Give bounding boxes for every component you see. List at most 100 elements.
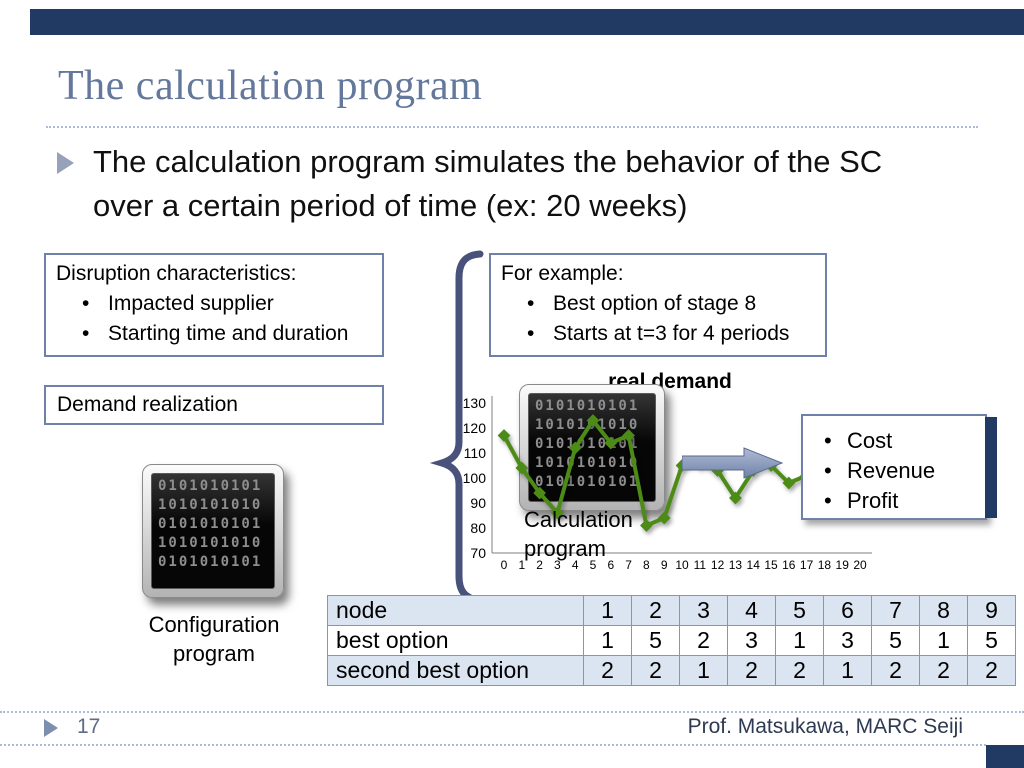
- table-row-label: node: [327, 595, 584, 626]
- table-cell: 9: [967, 595, 1016, 626]
- binary-line: 1010101010: [158, 535, 263, 551]
- table-row-label: second best option: [327, 655, 584, 686]
- svg-text:120: 120: [463, 420, 487, 436]
- svg-text:130: 130: [463, 395, 487, 411]
- binary-line: 1010101010: [535, 455, 640, 471]
- bullet-arrow-icon: [57, 152, 74, 174]
- svg-text:6: 6: [607, 558, 614, 572]
- svg-text:2: 2: [536, 558, 543, 572]
- binary-screen: 0101010101 1010101010 0101010101 1010101010…: [528, 393, 656, 502]
- svg-text:8: 8: [643, 558, 650, 572]
- footer-arrow-icon: [44, 719, 58, 737]
- table-cell: 3: [679, 595, 728, 626]
- table-cell: 2: [631, 655, 680, 686]
- bullet-line: over a certain period of time (ex: 20 we…: [93, 188, 688, 223]
- table-cell: 1: [583, 625, 632, 656]
- table-cell: 1: [775, 625, 824, 656]
- example-box: For example: Best option of stage 8 Star…: [489, 253, 827, 357]
- configuration-program-icon: 0101010101 1010101010 0101010101 1010101010…: [142, 464, 284, 598]
- flow-arrow-icon: [682, 447, 784, 479]
- binary-line: 0101010101: [158, 516, 263, 532]
- table-cell: 1: [823, 655, 872, 686]
- configuration-program-label: Configuration program: [148, 612, 280, 666]
- table-cell: 8: [919, 595, 968, 626]
- svg-text:12: 12: [711, 558, 725, 572]
- output-item: Cost: [803, 426, 985, 456]
- svg-text:19: 19: [836, 558, 850, 572]
- table-row-label: best option: [327, 625, 584, 656]
- table-row: second best option 2 2 1 2 2 1 2 2 2: [327, 655, 1016, 686]
- table-cell: 2: [871, 655, 920, 686]
- svg-text:70: 70: [470, 545, 486, 561]
- svg-text:1: 1: [518, 558, 525, 572]
- svg-text:15: 15: [764, 558, 778, 572]
- footer-divider-top: [0, 711, 1024, 713]
- table-cell: 7: [871, 595, 920, 626]
- svg-text:4: 4: [572, 558, 579, 572]
- disruption-item: Starting time and duration: [56, 319, 372, 349]
- svg-text:0: 0: [501, 558, 508, 572]
- svg-text:80: 80: [470, 520, 486, 536]
- disruption-box: Disruption characteristics: Impacted sup…: [44, 253, 384, 357]
- table-row: node 1 2 3 4 5 6 7 8 9: [327, 595, 1016, 626]
- page-number: 17: [77, 715, 101, 738]
- brace-icon: [429, 250, 484, 604]
- example-item: Starts at t=3 for 4 periods: [501, 319, 815, 349]
- table-cell: 2: [727, 655, 776, 686]
- disruption-heading: Disruption characteristics:: [56, 262, 297, 285]
- binary-line: 0101010101: [535, 474, 640, 490]
- table-cell: 2: [967, 655, 1016, 686]
- table-cell: 4: [727, 595, 776, 626]
- right-accent-bar: [985, 417, 997, 518]
- bullet-line: The calculation program simulates the be…: [93, 144, 883, 179]
- svg-text:13: 13: [729, 558, 743, 572]
- binary-line: 0101010101: [158, 478, 263, 494]
- svg-text:16: 16: [782, 558, 796, 572]
- options-table-body: node 1 2 3 4 5 6 7 8 9 best option 1 5 2 3 1 3 5 1 5 second …: [327, 595, 1016, 686]
- svg-text:14: 14: [747, 558, 761, 572]
- table-cell: 1: [919, 625, 968, 656]
- example-heading: For example:: [501, 262, 624, 285]
- svg-text:18: 18: [818, 558, 832, 572]
- table-row: best option 1 5 2 3 1 3 5 1 5: [327, 625, 1016, 656]
- disruption-item: Impacted supplier: [56, 289, 372, 319]
- svg-text:17: 17: [800, 558, 814, 572]
- output-item: Profit: [803, 486, 985, 516]
- demand-box: Demand realization: [44, 385, 384, 425]
- table-cell: 5: [967, 625, 1016, 656]
- table-cell: 2: [919, 655, 968, 686]
- table-cell: 5: [871, 625, 920, 656]
- title-divider: [46, 126, 978, 128]
- svg-text:9: 9: [661, 558, 668, 572]
- binary-line: 1010101010: [158, 497, 263, 513]
- outputs-box: Cost Revenue Profit: [801, 414, 987, 520]
- svg-text:5: 5: [590, 558, 597, 572]
- svg-text:20: 20: [853, 558, 867, 572]
- table-cell: 5: [775, 595, 824, 626]
- table-cell: 3: [727, 625, 776, 656]
- svg-text:7: 7: [625, 558, 632, 572]
- svg-text:11: 11: [694, 558, 707, 572]
- table-cell: 2: [679, 625, 728, 656]
- binary-screen: 0101010101 1010101010 0101010101 1010101010…: [151, 473, 275, 589]
- svg-text:100: 100: [463, 470, 487, 486]
- table-cell: 6: [823, 595, 872, 626]
- table-cell: 1: [583, 595, 632, 626]
- table-cell: 2: [583, 655, 632, 686]
- output-item: Revenue: [803, 456, 985, 486]
- options-table: node 1 2 3 4 5 6 7 8 9 best option 1 5 2 3 1 3 5 1 5 second …: [327, 595, 1016, 686]
- example-item: Best option of stage 8: [501, 289, 815, 319]
- footer-credit: Prof. Matsukawa, MARC Seiji: [687, 715, 963, 738]
- bottom-accent-bar: [986, 745, 1024, 768]
- svg-text:10: 10: [675, 558, 689, 572]
- table-cell: 2: [775, 655, 824, 686]
- page-title: The calculation program: [58, 63, 483, 109]
- table-cell: 2: [631, 595, 680, 626]
- footer-divider-bottom: [0, 744, 986, 746]
- demand-label: Demand realization: [57, 393, 238, 416]
- svg-text:110: 110: [464, 445, 487, 461]
- table-cell: 5: [631, 625, 680, 656]
- binary-line: 0101010101: [535, 398, 640, 414]
- bullet-text: The calculation program simulates the be…: [93, 140, 882, 228]
